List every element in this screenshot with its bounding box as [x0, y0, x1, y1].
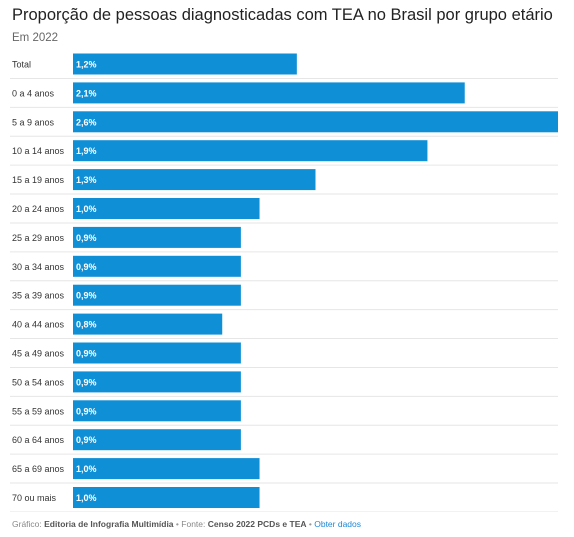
category-label: 0 a 4 anos: [12, 88, 55, 98]
category-label: 20 a 24 anos: [12, 204, 65, 214]
bar: [73, 458, 260, 480]
separator: •: [175, 519, 179, 529]
bar: [73, 313, 223, 335]
value-label: 1,3%: [76, 175, 97, 185]
category-label: 70 ou mais: [12, 493, 57, 503]
chart-subtitle: Em 2022: [12, 32, 59, 44]
bar: [73, 198, 260, 219]
category-label: 10 a 14 anos: [12, 146, 65, 156]
value-label: 1,2%: [76, 60, 97, 70]
value-label: 0,9%: [76, 435, 97, 445]
value-label: 1,9%: [76, 146, 97, 156]
category-label: 45 a 49 anos: [12, 349, 65, 359]
value-label: 0,9%: [76, 262, 97, 272]
bar: [73, 255, 241, 277]
category-label: 50 a 54 anos: [12, 377, 65, 387]
value-label: 2,1%: [76, 88, 97, 98]
bar: [73, 284, 241, 306]
category-label: 30 a 34 anos: [12, 262, 65, 272]
chart-title: Proporção de pessoas diagnosticadas com …: [12, 6, 553, 24]
bar: [73, 53, 297, 75]
credit-name: Editoria de Infografia Multimídia: [44, 519, 174, 529]
bar: [73, 429, 241, 451]
bar: [73, 111, 558, 133]
bar: [73, 487, 260, 508]
value-label: 2,6%: [76, 117, 97, 127]
value-label: 0,9%: [76, 349, 97, 359]
bar-chart: Total 1,2% 0 a 4 anos 2,1% 5 a 9 anos 2,6% 10 …: [10, 53, 558, 512]
value-label: 1,0%: [76, 204, 97, 214]
value-label: 0,9%: [76, 291, 97, 301]
bar: [73, 140, 428, 162]
category-label: 5 a 9 anos: [12, 117, 55, 127]
bar: [73, 371, 241, 393]
bar: [73, 342, 241, 364]
category-label: 65 a 69 anos: [12, 464, 65, 474]
category-label: 40 a 44 anos: [12, 320, 65, 330]
source-name: Censo 2022 PCDs e TEA: [207, 519, 307, 529]
bar: [73, 400, 241, 422]
category-label: 25 a 29 anos: [12, 233, 65, 243]
category-label: 35 a 39 anos: [12, 291, 65, 301]
source-prefix: Fonte:: [181, 519, 206, 529]
category-label: 60 a 64 anos: [12, 435, 65, 445]
get-data-link[interactable]: Obter dados: [314, 519, 362, 529]
value-label: 0,9%: [76, 233, 97, 243]
value-label: 0,9%: [76, 406, 97, 416]
bar: [73, 82, 465, 104]
category-label: 55 a 59 anos: [12, 406, 65, 416]
credit-prefix: Gráfico:: [12, 519, 42, 529]
bar: [73, 169, 316, 191]
value-label: 1,0%: [76, 464, 97, 474]
category-label: Total: [12, 60, 31, 70]
value-label: 1,0%: [76, 493, 97, 503]
bar: [73, 226, 241, 248]
chart-footer: Gráfico: Editoria de Infografia Multimíd…: [12, 519, 361, 529]
value-label: 0,8%: [76, 320, 97, 330]
separator: •: [308, 519, 312, 529]
value-label: 0,9%: [76, 377, 97, 387]
category-label: 15 a 19 anos: [12, 175, 65, 185]
